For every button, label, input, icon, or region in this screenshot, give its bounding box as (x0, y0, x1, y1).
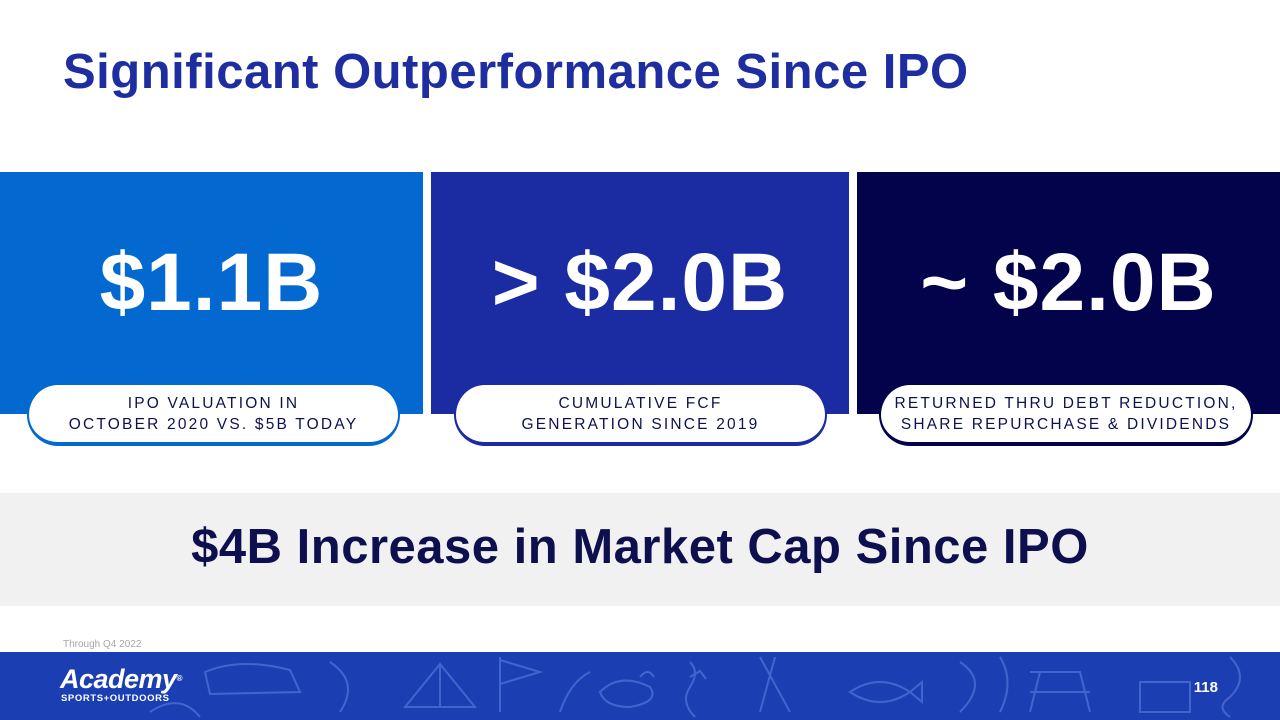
stat-value: ~ $2.0B (920, 237, 1217, 328)
highlight-band: $4B Increase in Market Cap Since IPO (0, 493, 1280, 606)
stat-panel-ipo-valuation: $1.1B (0, 172, 423, 414)
trademark-symbol: ® (176, 674, 183, 683)
caption-line: SHARE REPURCHASE & DIVIDENDS (900, 415, 1232, 433)
slide-title: Significant Outperformance Since IPO (63, 45, 969, 99)
duck-icon (598, 671, 655, 709)
stat-caption-pill: IPO VALUATION IN OCTOBER 2020 VS. $5B TO… (27, 384, 400, 446)
logo-wordmark: Academy (60, 664, 177, 694)
chair-icon (1029, 671, 1091, 713)
stat-value: $1.1B (99, 237, 324, 328)
stat-panel-capital-returned: ~ $2.0B (857, 172, 1280, 414)
caption-line: IPO VALUATION IN (127, 394, 300, 412)
caption-line: OCTOBER 2020 VS. $5B TODAY (68, 415, 359, 433)
stat-panel-fcf-generation: > $2.0B (431, 172, 849, 414)
footnote: Through Q4 2022 (63, 639, 142, 650)
caption-line: CUMULATIVE FCF (558, 394, 723, 412)
stat-caption-pill: CUMULATIVE FCF GENERATION SINCE 2019 (454, 384, 827, 446)
caption-line: RETURNED THRU DEBT REDUCTION, (894, 394, 1238, 412)
stat-caption-pill: RETURNED THRU DEBT REDUCTION, SHARE REPU… (879, 384, 1253, 446)
cooler-icon (1139, 681, 1191, 713)
shoe-icon (203, 663, 302, 696)
footer-bar: Academy® SPORTS+OUTDOORS 118 (0, 652, 1280, 720)
stat-value: > $2.0B (491, 237, 789, 328)
highlight-text: $4B Increase in Market Cap Since IPO (191, 520, 1089, 574)
logo-subtitle: SPORTS+OUTDOORS (61, 693, 170, 704)
flag-icon (499, 657, 544, 712)
academy-logo: Academy® SPORTS+OUTDOORS (60, 664, 183, 704)
outdoor-pattern-illustration (149, 656, 1241, 718)
page-number: 118 (1193, 679, 1218, 696)
bird-icon (689, 669, 707, 680)
fish-icon (848, 679, 923, 705)
caption-line: GENERATION SINCE 2019 (521, 415, 760, 433)
